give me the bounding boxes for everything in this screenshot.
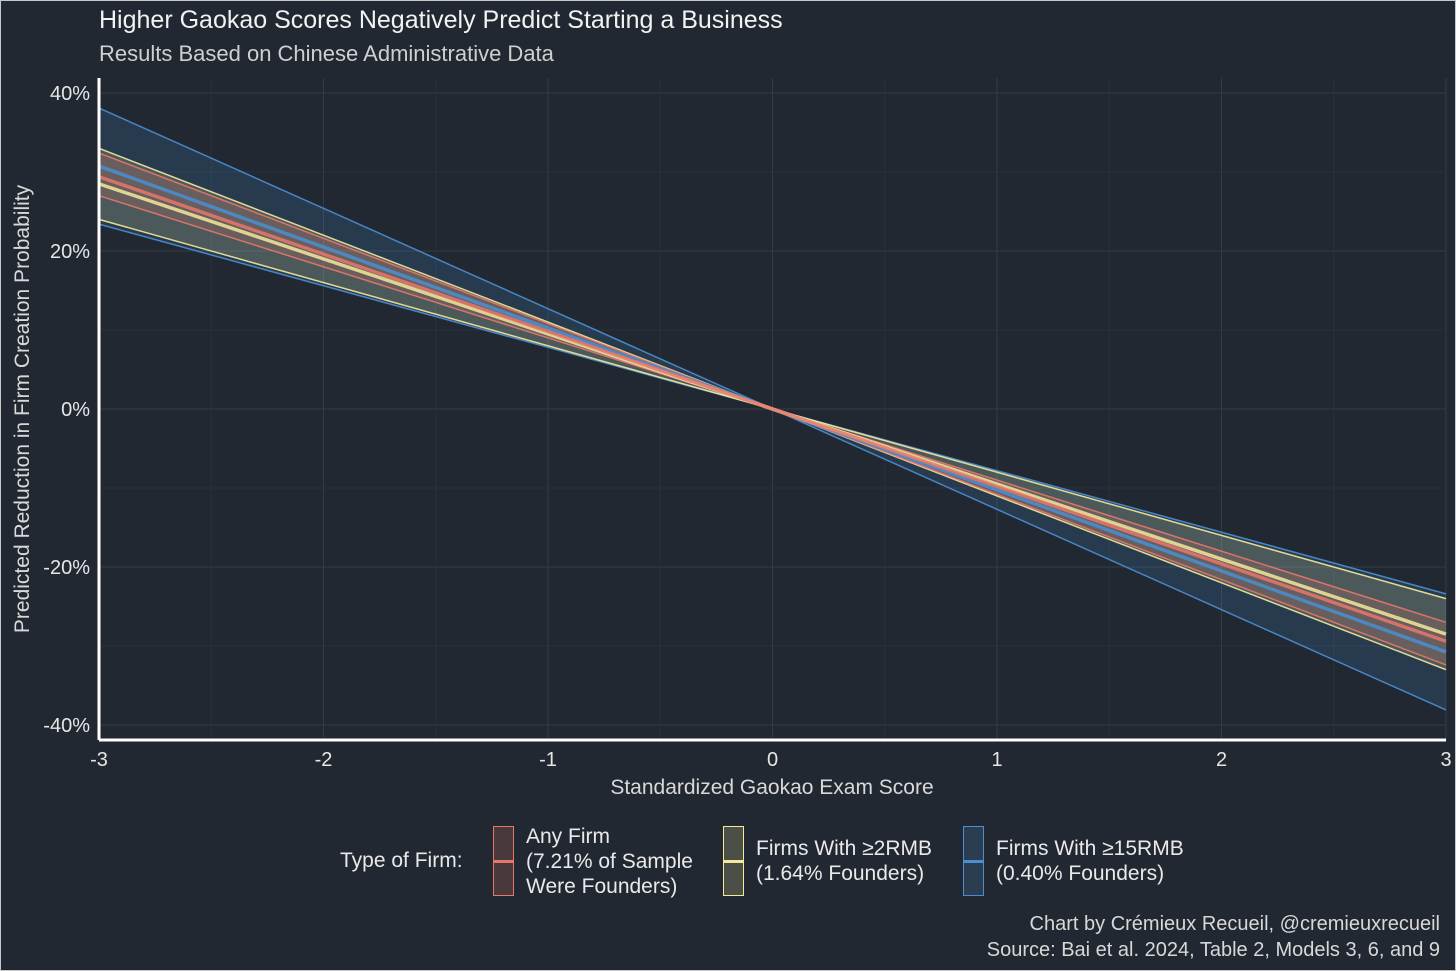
legend-label-2rmb: Firms With ≥2RMB (1.64% Founders) [756, 837, 933, 885]
x-tick-label: -1 [539, 749, 557, 771]
x-tick-label: 2 [1216, 749, 1227, 771]
credit-source: Source: Bai et al. 2024, Table 2, Models… [986, 939, 1440, 961]
credit: Chart by Crémieux Recueil, @cremieuxrecu… [987, 911, 1440, 963]
y-tick-label: 20% [50, 241, 90, 263]
series-line [98, 175, 1447, 643]
legend-label-any-firm: Any Firm (7.21% of Sample Were Founders) [526, 825, 693, 898]
legend-swatch-2rmb [723, 826, 744, 896]
legend-swatch-any-firm [493, 826, 514, 896]
legend-swatch-15rmb [963, 826, 984, 896]
axes [97, 78, 1446, 742]
legend-label-15rmb: Firms With ≥15RMB (0.40% Founders) [996, 837, 1184, 885]
x-tick-label: 3 [1440, 749, 1451, 771]
chart-subtitle: Results Based on Chinese Administrative … [99, 41, 554, 66]
tick-labels: -3 -2 -1 0 1 2 3 -40% -20% 0% 20% 40% [43, 83, 1451, 771]
legend-title: Type of Firm: [340, 849, 463, 872]
y-tick-label: -20% [43, 557, 90, 579]
x-axis-label: Standardized Gaokao Exam Score [610, 776, 933, 799]
x-tick-label: -3 [90, 749, 108, 771]
x-tick-label: -2 [315, 749, 333, 771]
credit-author: Chart by Crémieux Recueil, @cremieuxrecu… [1029, 913, 1440, 935]
y-tick-label: -40% [43, 715, 90, 737]
chart-title: Higher Gaokao Scores Negatively Predict … [99, 6, 783, 34]
chart-area: -3 -2 -1 0 1 2 3 -40% -20% 0% 20% 40% Standardized … [11, 78, 1452, 799]
series-lines [98, 164, 1447, 654]
x-tick-label: 0 [767, 749, 778, 771]
x-tick-label: 1 [991, 749, 1002, 771]
y-tick-label: 40% [50, 83, 90, 105]
legend: Type of Firm: Any Firm (7.21% of Sample … [0, 822, 1456, 902]
y-tick-label: 0% [61, 399, 90, 421]
y-axis-label: Predicted Reduction in Firm Creation Pro… [11, 184, 34, 633]
